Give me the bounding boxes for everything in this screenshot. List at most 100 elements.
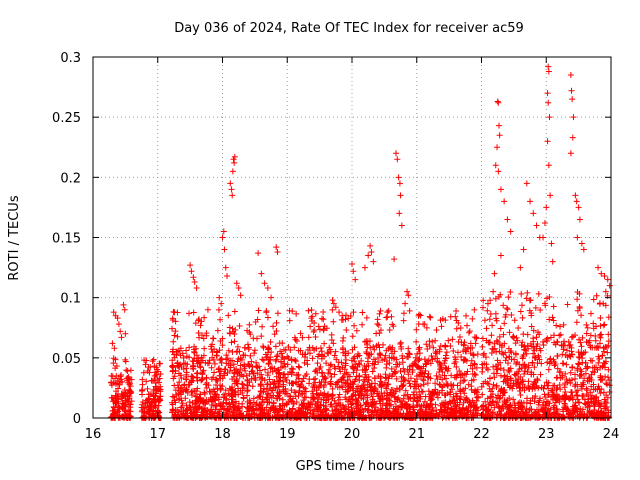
- data-point: [329, 306, 336, 313]
- data-point: [388, 365, 395, 372]
- data-point: [213, 376, 220, 383]
- data-point: [231, 338, 238, 345]
- data-point: [519, 339, 526, 346]
- data-point: [215, 394, 222, 401]
- data-point: [545, 63, 552, 70]
- data-point: [329, 297, 336, 304]
- data-point: [566, 410, 573, 417]
- data-point: [517, 308, 524, 315]
- data-point: [260, 385, 267, 392]
- data-point: [396, 180, 403, 187]
- data-point: [260, 399, 267, 406]
- data-point: [597, 372, 604, 379]
- data-point: [322, 375, 329, 382]
- data-point: [222, 387, 229, 394]
- data-point: [602, 373, 609, 380]
- data-point: [112, 375, 119, 382]
- data-point: [533, 334, 540, 341]
- data-point: [603, 380, 610, 387]
- x-axis-label: GPS time / hours: [296, 459, 405, 474]
- data-point: [214, 378, 221, 385]
- data-point: [389, 321, 396, 328]
- data-point: [507, 411, 514, 418]
- data-point: [200, 335, 207, 342]
- data-point: [501, 372, 508, 379]
- data-point: [302, 388, 309, 395]
- data-point: [416, 350, 423, 357]
- data-point: [291, 357, 298, 364]
- data-point: [220, 399, 227, 406]
- data-point: [543, 336, 550, 343]
- data-point: [200, 399, 207, 406]
- data-point: [468, 411, 475, 418]
- data-point: [241, 363, 248, 370]
- data-point: [217, 316, 224, 323]
- data-point: [281, 355, 288, 362]
- data-point: [171, 373, 178, 380]
- data-point: [228, 386, 235, 393]
- data-point: [521, 343, 528, 350]
- data-point: [550, 317, 557, 324]
- data-point: [143, 378, 150, 385]
- data-point: [342, 386, 349, 393]
- data-point: [255, 307, 262, 314]
- data-point: [295, 363, 302, 370]
- data-point: [560, 338, 567, 345]
- data-point: [342, 380, 349, 387]
- data-point: [196, 316, 203, 323]
- data-point: [506, 384, 513, 391]
- data-point: [193, 285, 200, 292]
- data-point: [369, 368, 376, 375]
- data-point: [505, 380, 512, 387]
- data-point: [174, 406, 181, 413]
- data-point: [544, 90, 551, 97]
- data-point: [347, 312, 354, 319]
- data-point: [274, 352, 281, 359]
- data-point: [505, 294, 512, 301]
- data-point: [265, 390, 272, 397]
- x-tick-label: 23: [538, 427, 555, 442]
- data-point: [122, 330, 129, 337]
- data-point: [433, 350, 440, 357]
- data-point: [421, 398, 428, 405]
- data-point: [480, 380, 487, 387]
- data-point: [375, 393, 382, 400]
- data-point: [579, 379, 586, 386]
- data-point: [336, 401, 343, 408]
- data-point: [532, 355, 539, 362]
- data-point: [311, 395, 318, 402]
- data-point: [576, 354, 583, 361]
- data-point: [412, 354, 419, 361]
- data-point: [208, 376, 215, 383]
- data-point: [219, 335, 226, 342]
- data-point: [350, 309, 357, 316]
- data-point: [340, 334, 347, 341]
- data-point: [416, 311, 423, 318]
- data-point: [364, 399, 371, 406]
- data-point: [375, 322, 382, 329]
- data-point: [250, 370, 257, 377]
- data-point: [574, 396, 581, 403]
- data-point: [401, 368, 408, 375]
- data-point: [563, 376, 570, 383]
- data-point: [267, 338, 274, 345]
- data-point: [265, 356, 272, 363]
- data-point: [114, 393, 121, 400]
- data-point: [223, 352, 230, 359]
- data-point: [567, 341, 574, 348]
- data-point: [550, 332, 557, 339]
- data-point: [275, 381, 282, 388]
- data-point: [404, 405, 411, 412]
- data-point: [249, 403, 256, 410]
- data-point: [500, 302, 507, 309]
- data-point: [276, 377, 283, 384]
- data-point: [351, 353, 358, 360]
- data-point: [187, 404, 194, 411]
- data-point: [554, 353, 561, 360]
- data-point: [464, 398, 471, 405]
- data-point: [142, 361, 149, 368]
- data-point: [439, 389, 446, 396]
- data-point: [369, 401, 376, 408]
- data-point: [330, 340, 337, 347]
- data-point: [583, 414, 590, 421]
